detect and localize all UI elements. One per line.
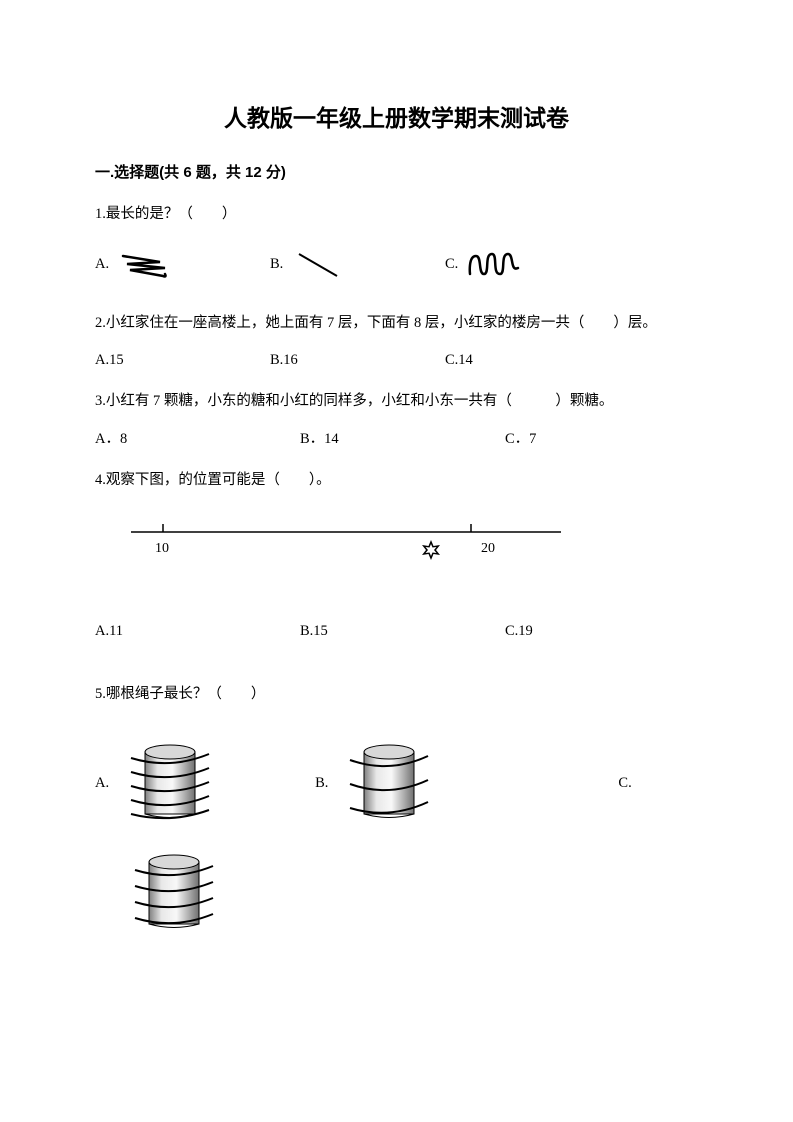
- numberline-right-label: 20: [481, 541, 495, 556]
- q1-opt-b-label: B.: [270, 253, 283, 276]
- q4-option-a: A.11: [95, 620, 300, 643]
- question-1: 1.最长的是？（ ） A. B. C.: [95, 203, 698, 280]
- q4-options: A.11 B.15 C.19: [95, 620, 698, 643]
- section-heading: 一.选择题(共 6 题，共 12 分): [95, 161, 698, 185]
- star-icon: [422, 540, 440, 560]
- q5-text: 5.哪根绳子最长？（ ）: [95, 683, 698, 706]
- page-title: 人教版一年级上册数学期末测试卷: [95, 100, 698, 137]
- q2-option-c: C.14: [445, 349, 473, 372]
- q2-options: A.15 B.16 C.14: [95, 349, 698, 372]
- cylinder-rope-a-icon: [121, 740, 219, 826]
- loops-icon: [464, 250, 524, 280]
- q5-options: A. B.: [95, 740, 698, 944]
- q1-option-a: A.: [95, 250, 270, 280]
- q1-option-c: C.: [445, 250, 524, 280]
- line-icon: [289, 250, 349, 280]
- question-2: 2.小红家住在一座高楼上，她上面有 7 层，下面有 8 层，小红家的楼房一共（ …: [95, 312, 698, 372]
- number-line-icon: 10 20: [131, 520, 561, 576]
- q1-options: A. B. C.: [95, 250, 698, 280]
- q3-option-b: B．14: [300, 428, 505, 451]
- q4-text: 4.观察下图，的位置可能是（ ）。: [95, 469, 698, 492]
- q5-opt-c-label: C.: [618, 775, 631, 791]
- question-3: 3.小红有 7 颗糖，小东的糖和小红的同样多，小红和小东一共有（ ）颗糖。 A．…: [95, 390, 698, 450]
- q5-opt-a-label: A.: [95, 772, 109, 795]
- q2-option-b: B.16: [270, 349, 445, 372]
- q1-option-b: B.: [270, 250, 445, 280]
- q1-opt-a-label: A.: [95, 253, 109, 276]
- q4-option-c: C.19: [505, 620, 533, 643]
- q2-text: 2.小红家住在一座高楼上，她上面有 7 层，下面有 8 层，小红家的楼房一共（ …: [95, 312, 698, 335]
- q1-opt-c-label: C.: [445, 253, 458, 276]
- cylinder-rope-c-icon: [125, 850, 223, 936]
- q3-options: A．8 B．14 C．7: [95, 428, 698, 451]
- q3-option-c: C．7: [505, 428, 536, 451]
- question-5: 5.哪根绳子最长？（ ） A. B.: [95, 683, 698, 944]
- question-4: 4.观察下图，的位置可能是（ ）。 10 20 A.11 B.15 C.19: [95, 469, 698, 644]
- q1-text: 1.最长的是？（ ）: [95, 203, 698, 226]
- cylinder-rope-b-icon: [340, 740, 438, 826]
- numberline-left-label: 10: [155, 541, 169, 556]
- q3-text: 3.小红有 7 颗糖，小东的糖和小红的同样多，小红和小东一共有（ ）颗糖。: [95, 390, 698, 413]
- q4-option-b: B.15: [300, 620, 505, 643]
- q2-option-a: A.15: [95, 349, 270, 372]
- number-line-figure: 10 20: [95, 520, 698, 584]
- q5-opt-b-label: B.: [315, 772, 328, 795]
- zigzag-icon: [115, 250, 175, 280]
- q3-option-a: A．8: [95, 428, 300, 451]
